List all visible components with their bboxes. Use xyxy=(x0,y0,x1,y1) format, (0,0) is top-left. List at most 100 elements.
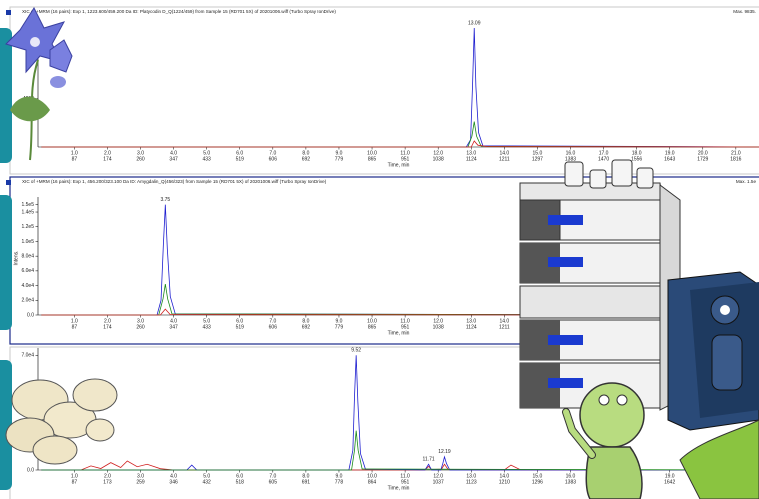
chart-title: XIC of +MRM (16 pairs): Exp 1, 1223.600/… xyxy=(22,9,336,14)
scan-label: 1383 xyxy=(565,156,576,162)
x-tick-label: 16.0 xyxy=(566,473,576,479)
x-tick-label: 1.0 xyxy=(71,150,78,156)
x-tick-label: 9.0 xyxy=(335,473,342,479)
trace-line xyxy=(41,308,759,316)
scan-label: 864 xyxy=(368,479,377,485)
x-tick-label: 8.0 xyxy=(302,150,309,156)
x-tick-label: 4.0 xyxy=(170,150,177,156)
scan-label: 1124 xyxy=(466,156,477,162)
x-tick-label: 11.0 xyxy=(400,473,410,479)
peak-label: 11.71 xyxy=(423,457,435,463)
x-tick-label: 17.0 xyxy=(599,150,609,156)
x-tick-label: 12.0 xyxy=(433,150,443,156)
x-tick-label: 21.0 xyxy=(731,150,741,156)
scan-label: 347 xyxy=(169,156,178,162)
y-axis-label: Intens. xyxy=(13,250,19,265)
scan-label: 779 xyxy=(335,156,344,162)
scan-label: 1038 xyxy=(433,324,444,330)
scan-label: 951 xyxy=(401,324,410,330)
x-tick-label: 19.0 xyxy=(665,473,675,479)
panel-marker xyxy=(6,10,11,15)
y-tick-label: 2.0e4 xyxy=(21,298,34,304)
scan-label: 347 xyxy=(169,324,178,330)
x-tick-label: 12.0 xyxy=(433,473,443,479)
x-tick-label: 6.0 xyxy=(236,473,243,479)
scan-label: 1642 xyxy=(664,479,675,485)
x-axis-label: Time, min xyxy=(388,485,410,491)
side-tab xyxy=(0,360,12,490)
illustrations xyxy=(0,6,759,499)
scan-label: 1643 xyxy=(664,156,675,162)
panel-frame xyxy=(9,6,759,175)
x-tick-label: 15.0 xyxy=(533,150,543,156)
y-tick-label: 7.0e4 xyxy=(21,353,34,359)
y-tick-label: 1.4e5 xyxy=(21,209,34,215)
x-tick-label: 2.0 xyxy=(104,318,111,324)
scan-label: 1210 xyxy=(499,479,510,485)
x-tick-label: 9.0 xyxy=(335,150,342,156)
scan-label: 1470 xyxy=(598,156,609,162)
scan-label: 951 xyxy=(401,156,410,162)
x-tick-label: 2.0 xyxy=(104,150,111,156)
x-tick-label: 7.0 xyxy=(269,473,276,479)
x-tick-label: 4.0 xyxy=(170,473,177,479)
x-axis-label: Time, min xyxy=(388,330,410,336)
scan-label: 1123 xyxy=(466,479,477,485)
seeds xyxy=(5,378,118,465)
scan-label: 606 xyxy=(269,156,278,162)
x-axis-label: Time, min xyxy=(388,162,410,168)
peak-label: 12.19 xyxy=(438,449,451,455)
y-tick-label: 1.2e5 xyxy=(21,224,34,230)
scan-label: 1038 xyxy=(433,156,444,162)
x-tick-label: 6.0 xyxy=(236,150,243,156)
x-tick-label: 9.0 xyxy=(335,318,342,324)
y-tick-label: 0.0 xyxy=(27,312,34,318)
x-tick-label: 11.0 xyxy=(400,318,410,324)
side-tab xyxy=(0,28,12,163)
x-tick-label: 16.0 xyxy=(566,150,576,156)
x-tick-label: 15.0 xyxy=(533,473,543,479)
scan-label: 432 xyxy=(203,479,212,485)
x-tick-label: 4.0 xyxy=(170,318,177,324)
scan-label: 692 xyxy=(302,156,311,162)
panel-marker xyxy=(6,180,11,185)
x-tick-label: 10.0 xyxy=(367,473,377,479)
scan-label: 1211 xyxy=(499,156,510,162)
x-tick-label: 8.0 xyxy=(302,473,309,479)
scan-label: 519 xyxy=(236,324,245,330)
x-tick-label: 14.0 xyxy=(499,150,509,156)
scan-label: 865 xyxy=(368,156,377,162)
trace-line xyxy=(41,140,759,148)
trace-line xyxy=(41,28,759,148)
scan-label: 1816 xyxy=(730,156,741,162)
x-tick-label: 3.0 xyxy=(137,150,144,156)
peak-label: 13.09 xyxy=(468,20,481,26)
x-tick-label: 13.0 xyxy=(466,318,476,324)
scan-label: 1383 xyxy=(565,479,576,485)
peak-label: 9.52 xyxy=(351,348,361,354)
x-tick-label: 8.0 xyxy=(302,318,309,324)
trace-line xyxy=(41,430,759,471)
x-tick-label: 10.0 xyxy=(367,150,377,156)
scan-label: 87 xyxy=(72,324,78,330)
x-tick-label: 14.0 xyxy=(499,473,509,479)
plots: XIC of +MRM (16 pairs): Exp 1, 1223.600/… xyxy=(13,9,759,491)
scan-label: 260 xyxy=(136,156,145,162)
y-tick-label: 8.0e4 xyxy=(21,253,34,259)
scan-label: 1729 xyxy=(697,156,708,162)
x-tick-label: 7.0 xyxy=(269,318,276,324)
scan-label: 1556 xyxy=(631,156,642,162)
x-tick-label: 10.0 xyxy=(367,318,377,324)
x-tick-label: 3.0 xyxy=(137,318,144,324)
x-tick-label: 19.0 xyxy=(665,150,675,156)
scan-label: 691 xyxy=(302,479,311,485)
y-tick-label: 4.0e4 xyxy=(21,283,34,289)
chart-title: XIC of +MRM (16 pairs): Exp 1, 456.200/3… xyxy=(22,179,327,184)
peak-label: 3.75 xyxy=(160,197,170,203)
scan-label: 87 xyxy=(72,156,78,162)
scan-label: 433 xyxy=(203,156,212,162)
x-tick-label: 12.0 xyxy=(433,318,443,324)
trace-line xyxy=(41,204,759,316)
x-tick-label: 18.0 xyxy=(632,150,642,156)
